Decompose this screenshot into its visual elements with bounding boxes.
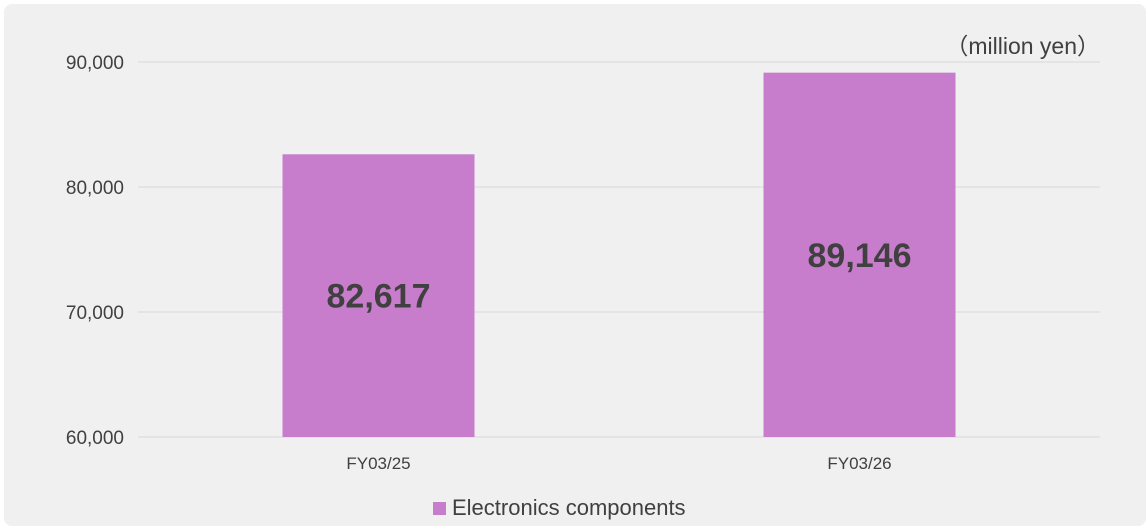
y-tick-label: 60,000	[66, 428, 124, 449]
y-tick-label: 70,000	[66, 303, 124, 324]
bar-fy03-25[interactable]	[282, 154, 475, 437]
bar-chart: 60,000 70,000 80,000 90,000 82,617 89,146 FY…	[66, 33, 1100, 520]
legend-label-electronics-components: Electronics components	[452, 495, 686, 520]
gridlines	[138, 61, 1100, 438]
bar-fy03-26[interactable]	[763, 72, 956, 438]
legend[interactable]: Electronics components	[433, 495, 686, 520]
y-tick-label: 80,000	[66, 178, 124, 199]
chart-panel: 60,000 70,000 80,000 90,000 82,617 89,146 FY…	[4, 4, 1146, 526]
y-tick-label: 90,000	[66, 53, 124, 74]
bars	[282, 72, 956, 438]
legend-swatch	[433, 502, 446, 515]
data-labels: 82,617 89,146	[327, 237, 912, 316]
x-axis-tick-labels: FY03/25 FY03/26	[346, 454, 891, 473]
data-label: 89,146	[808, 237, 912, 275]
y-axis-tick-labels: 60,000 70,000 80,000 90,000	[66, 53, 124, 449]
x-tick-label: FY03/25	[346, 454, 410, 473]
data-label: 82,617	[327, 278, 431, 316]
x-tick-label: FY03/26	[827, 454, 891, 473]
unit-label: （million yen）	[945, 33, 1100, 59]
